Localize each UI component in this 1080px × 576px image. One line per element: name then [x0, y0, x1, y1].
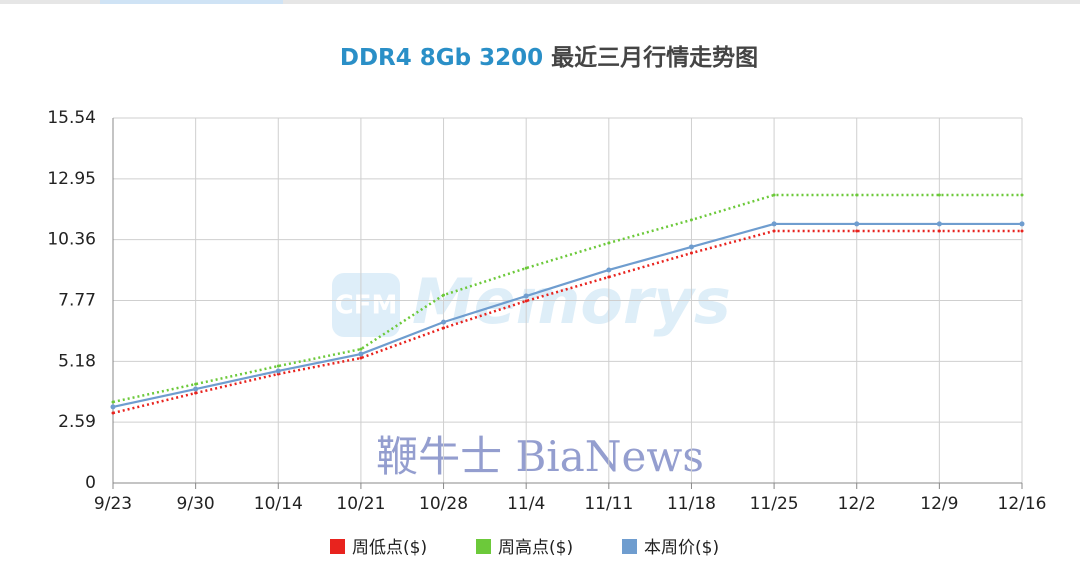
- legend-label: 周高点($): [498, 538, 573, 558]
- point-marker: [358, 351, 364, 357]
- series-line: [112, 193, 1022, 404]
- point-marker: [855, 229, 859, 233]
- y-tick-label: 15.54: [47, 108, 96, 128]
- point-marker: [607, 275, 611, 279]
- watermark-icon: [332, 273, 400, 337]
- point-marker: [1020, 193, 1024, 197]
- point-marker: [688, 244, 694, 250]
- point-marker: [111, 411, 115, 415]
- point-marker: [359, 356, 363, 360]
- point-marker: [110, 404, 116, 410]
- point-marker: [937, 193, 941, 197]
- x-tick-label: 10/14: [254, 494, 303, 514]
- x-tick-label: 12/9: [920, 494, 958, 514]
- point-marker: [937, 229, 941, 233]
- point-marker: [359, 347, 363, 351]
- top-tab: [100, 0, 283, 4]
- point-marker: [193, 386, 199, 392]
- legend-swatch: [476, 539, 491, 554]
- legend-swatch: [330, 539, 345, 554]
- x-tick-label: 11/25: [750, 494, 799, 514]
- point-marker: [442, 293, 446, 297]
- watermark: Memorys: [412, 265, 731, 338]
- x-tick-label: 11/4: [507, 494, 545, 514]
- y-tick-label: 12.95: [47, 169, 96, 189]
- x-tick-label: 11/18: [667, 494, 716, 514]
- title-main: DDR4 8Gb 3200: [340, 45, 543, 71]
- point-marker: [606, 267, 612, 273]
- legend-swatch: [622, 539, 637, 554]
- point-marker: [523, 293, 529, 299]
- x-tick-label: 11/11: [584, 494, 633, 514]
- point-marker: [1020, 229, 1024, 233]
- x-tick-label: 12/16: [998, 494, 1047, 514]
- point-marker: [111, 400, 115, 404]
- point-marker: [771, 221, 777, 227]
- y-tick-label: 0: [85, 473, 96, 493]
- point-marker: [772, 193, 776, 197]
- point-marker: [855, 193, 859, 197]
- point-marker: [441, 319, 447, 325]
- point-marker: [524, 266, 528, 270]
- x-tick-label: 10/21: [336, 494, 385, 514]
- point-marker: [689, 218, 693, 222]
- y-tick-label: 2.59: [58, 412, 96, 432]
- x-tick-label: 9/23: [94, 494, 132, 514]
- point-marker: [689, 251, 693, 255]
- y-tick-label: 5.18: [58, 351, 96, 371]
- point-marker: [772, 229, 776, 233]
- series-line: [112, 229, 1022, 415]
- point-marker: [854, 221, 860, 227]
- point-marker: [936, 221, 942, 227]
- title-sub: 最近三月行情走势图: [551, 44, 758, 71]
- legend-label: 周低点($): [352, 538, 427, 558]
- point-marker: [276, 364, 280, 368]
- point-marker: [607, 241, 611, 245]
- y-tick-label: 10.36: [47, 230, 96, 250]
- legend-label: 本周价($): [644, 538, 719, 558]
- y-tick-label: 7.77: [58, 291, 96, 311]
- top-strip: [0, 0, 1080, 4]
- x-tick-label: 12/2: [838, 494, 876, 514]
- chart-title: DDR4 8Gb 3200 最近三月行情走势图: [340, 44, 758, 71]
- watermark: CFM: [335, 291, 398, 321]
- point-marker: [275, 368, 281, 374]
- point-marker: [194, 382, 198, 386]
- point-marker: [524, 299, 528, 303]
- point-marker: [1019, 221, 1025, 227]
- x-tick-label: 9/30: [177, 494, 215, 514]
- watermark: 鞭牛士 BiaNews: [376, 432, 704, 481]
- point-marker: [194, 391, 198, 395]
- series-line: [112, 222, 1022, 408]
- x-tick-label: 10/28: [419, 494, 468, 514]
- point-marker: [442, 326, 446, 330]
